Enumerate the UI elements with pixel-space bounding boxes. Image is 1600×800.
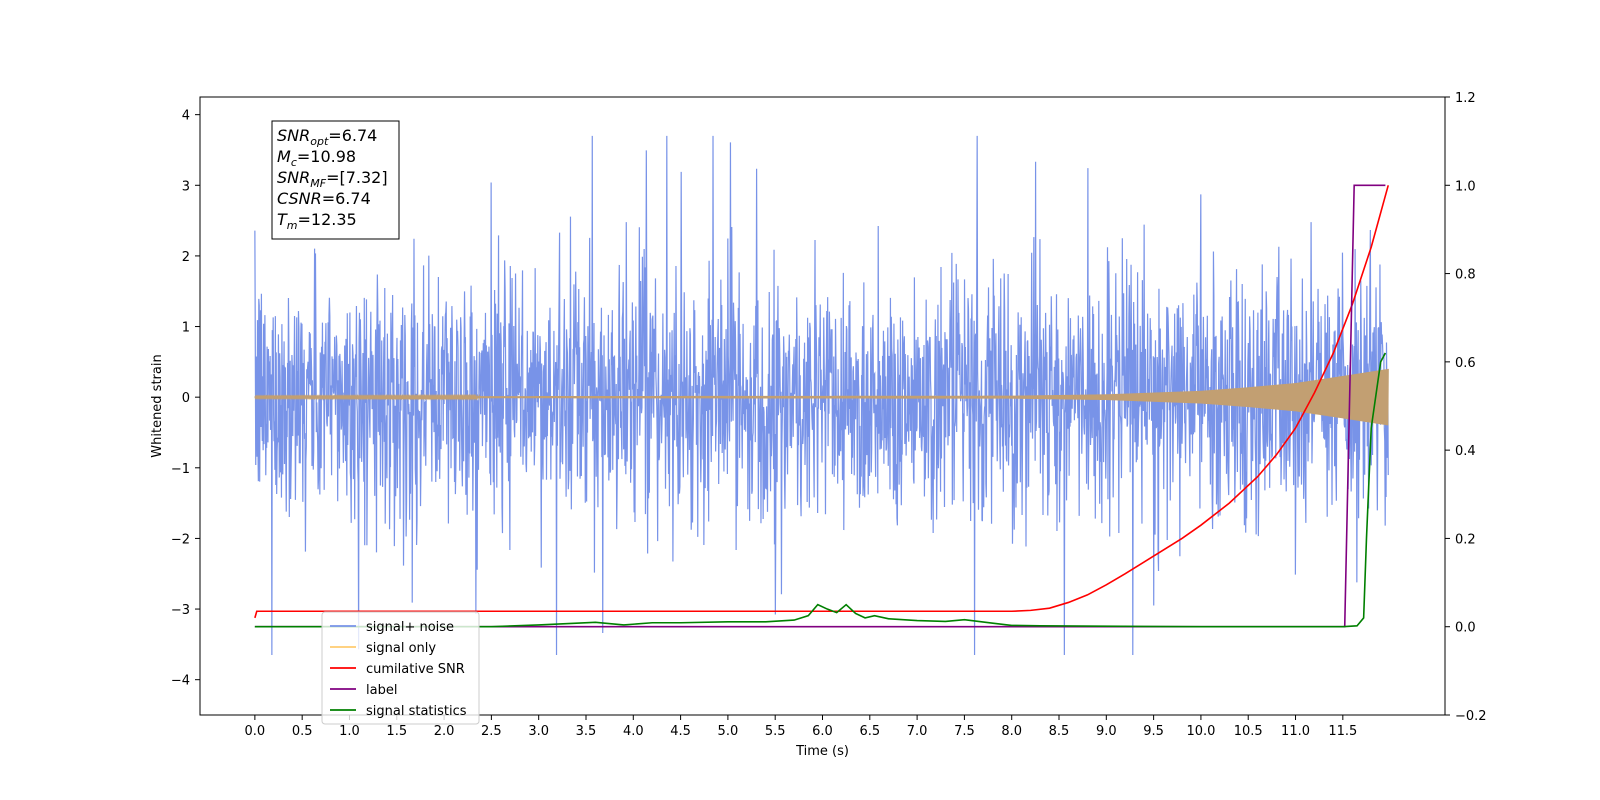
y-tick-label: −3 [171,603,190,618]
x-tick-label: 11.0 [1281,724,1310,739]
annotation-line: SNRopt=6.74 [277,126,377,148]
y-tick-label: 2 [182,250,190,265]
x-tick-label: 10.5 [1234,724,1263,739]
x-tick-label: 3.5 [576,724,597,739]
series-line-label [254,184,1386,628]
x-tick-label: 9.0 [1096,724,1117,739]
legend-label: signal+ noise [366,620,454,635]
x-tick-label: 11.5 [1328,724,1357,739]
annotation-box: SNRopt=6.74Mc=10.98SNRMF=[7.32]CSNR=6.74… [271,120,400,240]
y-tick-label: −4 [171,674,190,689]
x-tick-label: 2.0 [434,724,455,739]
x-tick-label: 7.5 [954,724,975,739]
y2-tick-label: 0.4 [1455,444,1476,459]
y-tick-label: −2 [171,532,190,547]
series-layer [254,135,1390,655]
y-tick-label: 1 [182,321,190,336]
annotation-frame [271,120,400,240]
y2-tick-label: 0.2 [1455,532,1476,547]
x-tick-label: 5.0 [718,724,739,739]
x-tick-label: 1.5 [386,724,407,739]
x-axis-label: Time (s) [795,744,849,759]
y-tick-label: 4 [182,109,190,124]
annotation-line: Mc=10.98 [277,147,356,169]
legend-label: label [366,683,397,698]
y2-tick-label: −0.2 [1455,709,1487,724]
x-tick-label: 8.0 [1001,724,1022,739]
x-tick-label: 4.0 [623,724,644,739]
y-tick-label: −1 [171,462,190,477]
x-tick-label: 0.5 [292,724,313,739]
legend: signal+ noise signal only cumilative SNR la… [321,611,480,725]
y-tick-label: 0 [182,391,190,406]
y2-tick-label: 0.0 [1455,621,1476,636]
x-tick-label: 10.0 [1186,724,1215,739]
x-tick-label: 1.0 [339,724,360,739]
x-axis: 0.0 0.5 1.0 1.5 2.0 2.5 3.0 3.5 4.0 4.5 5.0 5.5 6.0 6… [245,715,1357,739]
x-tick-label: 6.0 [812,724,833,739]
x-tick-label: 0.0 [245,724,266,739]
legend-label: cumilative SNR [366,662,465,677]
x-tick-label: 6.5 [859,724,880,739]
annotation-line: SNRMF=[7.32] [277,168,388,190]
y2-tick-label: 0.8 [1455,268,1476,283]
y2-tick-label: 1.0 [1455,179,1476,194]
y-axis-left: −4 −3 −2 −1 0 1 2 3 4 [171,109,200,689]
series-line-cumilative-snr [254,185,1390,619]
annotation-line: Tm=12.35 [277,210,357,232]
legend-frame [321,611,480,725]
x-tick-label: 7.0 [907,724,928,739]
x-tick-label: 9.5 [1143,724,1164,739]
x-tick-label: 2.5 [481,724,502,739]
y2-tick-label: 0.6 [1455,356,1476,371]
x-tick-label: 5.5 [765,724,786,739]
y2-tick-label: 1.2 [1455,91,1476,106]
y-axis-label: Whitened strain [150,354,165,457]
x-tick-label: 4.5 [670,724,691,739]
y-tick-label: 3 [182,179,190,194]
x-tick-label: 3.0 [528,724,549,739]
x-tick-label: 8.5 [1049,724,1070,739]
y-axis-right: −0.2 0.0 0.2 0.4 0.6 0.8 1.0 1.2 [1445,91,1487,724]
series-line-signal-statistics [254,352,1387,628]
legend-label: signal statistics [366,704,467,719]
annotation-line: CSNR=6.74 [277,189,371,208]
series-line-signal-only [254,368,1389,426]
legend-label: signal only [366,641,436,656]
